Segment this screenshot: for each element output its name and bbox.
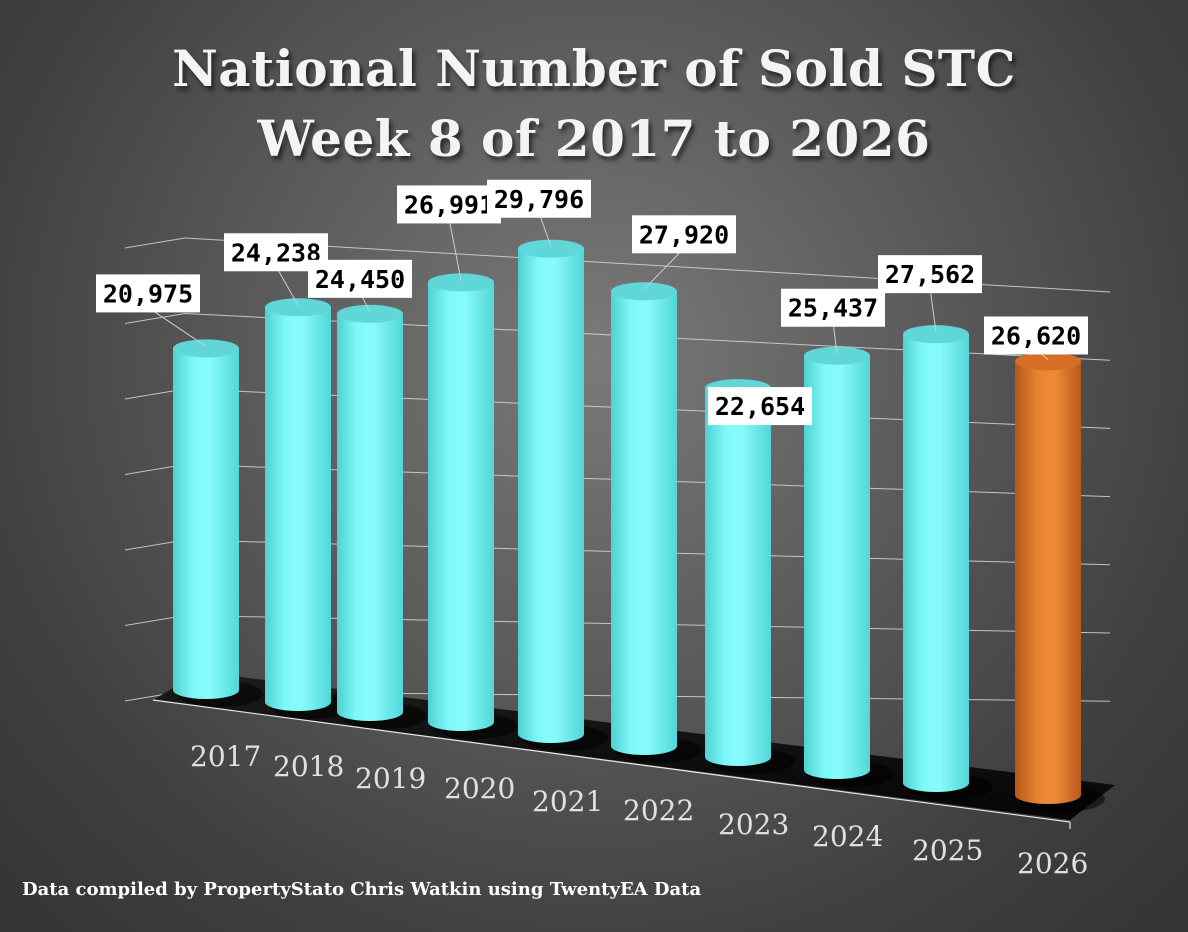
leader-line bbox=[275, 266, 299, 306]
data-label-2024: 25,437 bbox=[781, 288, 885, 327]
bar-body bbox=[903, 334, 969, 792]
bar-body bbox=[428, 282, 494, 731]
bar-top bbox=[337, 304, 403, 323]
bar-top bbox=[428, 273, 494, 292]
data-label-text: 27,562 bbox=[885, 260, 975, 289]
category-label: 2022 bbox=[623, 794, 694, 827]
leader-line bbox=[929, 288, 937, 333]
data-label-2019: 24,450 bbox=[308, 259, 412, 298]
gridline-side bbox=[124, 313, 186, 324]
data-label-text: 26,991 bbox=[404, 190, 494, 219]
category-label: 2026 bbox=[1017, 847, 1088, 880]
bar-body bbox=[611, 291, 677, 755]
bar-top bbox=[611, 282, 677, 301]
bars bbox=[173, 239, 1105, 812]
category-label: 2023 bbox=[718, 808, 789, 841]
leader-line bbox=[448, 218, 462, 281]
data-label-2025: 27,562 bbox=[878, 255, 982, 294]
data-label-2017: 20,975 bbox=[96, 274, 200, 313]
bar-top bbox=[518, 239, 584, 258]
category-label: 2021 bbox=[532, 785, 603, 818]
data-label-text: 24,450 bbox=[315, 265, 405, 294]
bar-2025 bbox=[903, 325, 993, 800]
category-axis: 2017 2018 2019 2020 2021 2022 2023 2024 2025 2026 bbox=[190, 740, 1088, 880]
data-label-box bbox=[878, 255, 982, 294]
category-label: 2019 bbox=[355, 762, 426, 795]
leader-line bbox=[538, 212, 552, 247]
category-label: 2018 bbox=[273, 750, 344, 783]
bar-top bbox=[173, 339, 239, 358]
data-label-2020: 26,991 bbox=[397, 185, 501, 224]
bar-2026 bbox=[1015, 352, 1105, 812]
data-label-2026: 26,620 bbox=[984, 316, 1088, 355]
leader-line bbox=[147, 306, 207, 347]
data-label-text: 27,920 bbox=[639, 220, 729, 249]
data-label-box bbox=[96, 274, 200, 313]
data-label-text: 20,975 bbox=[103, 279, 193, 308]
bar-body bbox=[173, 348, 239, 699]
data-credit: Data compiled by PropertyStato Chris Wat… bbox=[22, 879, 702, 900]
bar-2022 bbox=[611, 282, 701, 763]
data-label-box bbox=[487, 179, 591, 218]
category-label: 2024 bbox=[812, 820, 883, 853]
bar-2017 bbox=[173, 339, 263, 707]
data-label-box bbox=[708, 387, 812, 426]
bar-body bbox=[705, 388, 771, 766]
leader-line bbox=[832, 321, 838, 354]
data-label-text: 26,620 bbox=[991, 321, 1081, 350]
bar-body bbox=[1015, 361, 1081, 804]
data-label-box bbox=[632, 215, 736, 254]
bar-2023 bbox=[705, 379, 795, 774]
bar-top bbox=[804, 346, 870, 365]
chart-title: National Number of Sold STC bbox=[172, 39, 1016, 98]
bar-top bbox=[1015, 352, 1081, 371]
data-label-2021: 29,796 bbox=[487, 179, 591, 218]
data-label-box bbox=[984, 316, 1088, 355]
data-label-2022: 27,920 bbox=[632, 215, 736, 254]
leader-line bbox=[643, 247, 685, 290]
category-label: 2020 bbox=[444, 772, 515, 805]
bar-2021 bbox=[518, 239, 608, 751]
data-label-text: 22,654 bbox=[715, 392, 805, 421]
bar-2019 bbox=[337, 304, 427, 729]
data-label-2023: 22,654 bbox=[708, 387, 812, 426]
gridline-side bbox=[124, 237, 186, 249]
data-label-box bbox=[308, 259, 412, 298]
data-label-2018: 24,238 bbox=[224, 233, 328, 272]
bar-2020 bbox=[428, 273, 518, 739]
category-label: 2025 bbox=[912, 834, 983, 867]
data-label-text: 29,796 bbox=[494, 185, 584, 214]
bar-body bbox=[337, 313, 403, 721]
data-label-box bbox=[781, 288, 885, 327]
data-label-text: 24,238 bbox=[231, 238, 321, 267]
floor-front-edge bbox=[152, 699, 1071, 823]
data-label-text: 25,437 bbox=[788, 294, 878, 323]
chart-subtitle: Week 8 of 2017 to 2026 bbox=[257, 109, 931, 168]
category-label: 2017 bbox=[190, 740, 261, 773]
bar-top bbox=[265, 298, 331, 317]
bar-body bbox=[804, 355, 870, 779]
data-label-box bbox=[397, 185, 501, 224]
bar-2018 bbox=[265, 298, 355, 719]
bar-2024 bbox=[804, 346, 894, 787]
bar-body bbox=[518, 248, 584, 743]
bar-body bbox=[265, 307, 331, 711]
bar-top bbox=[903, 325, 969, 344]
